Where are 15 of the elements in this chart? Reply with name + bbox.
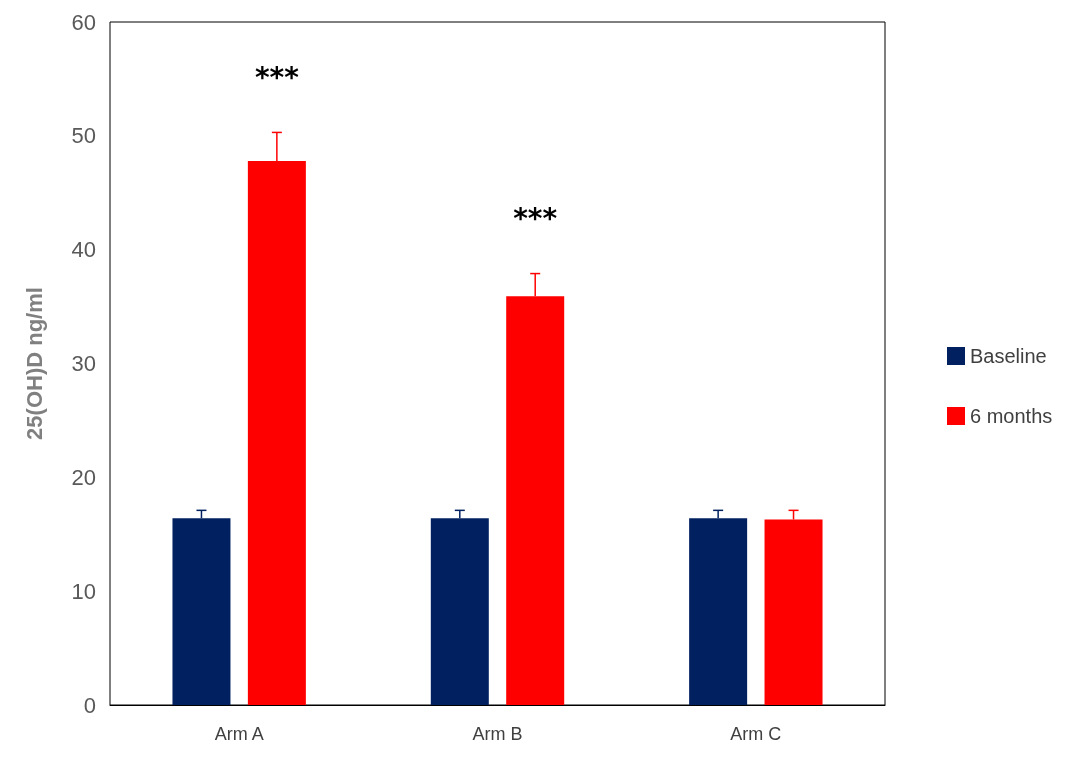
x-tick-label: Arm B: [472, 724, 523, 744]
y-tick-label: 60: [71, 9, 96, 35]
x-tick-label: Arm A: [214, 724, 264, 744]
x-tick-label: Arm C: [730, 724, 782, 744]
y-tick-label: 30: [71, 351, 96, 376]
y-tick-label: 20: [71, 464, 96, 490]
annotation: ***: [513, 202, 558, 236]
y-tick-label: 50: [71, 123, 96, 149]
legend-label: Baseline: [970, 345, 1047, 367]
y-tick-label: 10: [71, 578, 96, 604]
legend-label: 6 months: [970, 405, 1053, 427]
annotation: ***: [254, 60, 300, 94]
y-tick-label: 40: [71, 237, 96, 263]
y-tick-label: 0: [83, 692, 96, 718]
y-axis-title: 25(OH)D ng/ml: [21, 287, 47, 440]
